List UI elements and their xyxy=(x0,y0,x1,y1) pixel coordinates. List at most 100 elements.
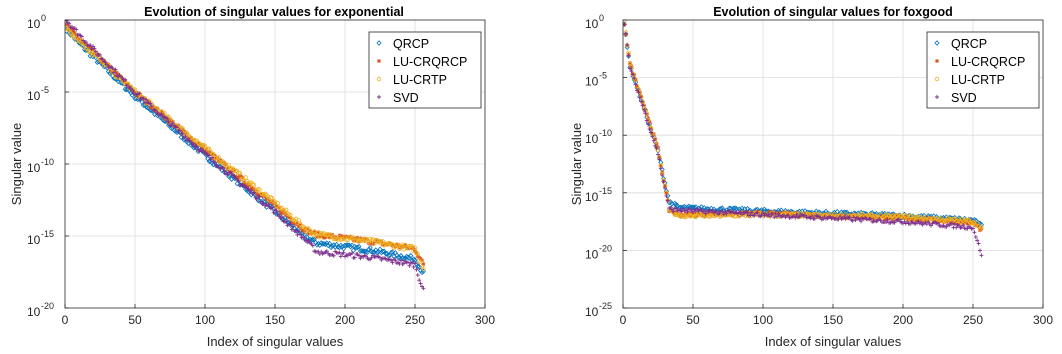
data-point xyxy=(112,70,116,75)
x-tick-label: 200 xyxy=(893,313,913,327)
y-tick-label: 10 -20 xyxy=(27,301,54,319)
y-tick-base: 10 xyxy=(27,17,41,31)
data-point xyxy=(180,131,185,136)
data-point xyxy=(89,46,94,51)
data-point xyxy=(685,209,690,214)
y-tick-base: 10 xyxy=(27,305,41,319)
data-point xyxy=(691,209,695,214)
data-point xyxy=(419,269,425,276)
legend-label: LU-CRTP xyxy=(951,73,1005,87)
data-point xyxy=(850,218,855,223)
data-point xyxy=(793,213,798,218)
data-point xyxy=(257,194,262,199)
data-point xyxy=(628,66,632,71)
y-tick-exponent: -10 xyxy=(599,128,612,138)
data-point xyxy=(84,40,88,45)
legend-item: SVD xyxy=(935,91,977,105)
data-point xyxy=(198,146,203,151)
data-point xyxy=(859,219,863,224)
data-point xyxy=(207,153,212,158)
plot-frame xyxy=(622,19,1044,309)
data-point xyxy=(237,171,243,176)
data-point xyxy=(337,250,342,255)
data-point xyxy=(322,235,326,240)
y-tick-exponent: -15 xyxy=(599,186,612,196)
legend-marker xyxy=(935,59,939,63)
data-point xyxy=(651,138,656,143)
data-point xyxy=(675,210,680,215)
x-tick-label: 50 xyxy=(686,313,700,327)
legend-label: QRCP xyxy=(951,37,987,51)
data-point xyxy=(315,235,319,240)
data-point xyxy=(952,222,957,227)
data-point xyxy=(130,87,135,92)
data-point xyxy=(640,103,645,108)
data-point xyxy=(380,239,385,244)
data-point xyxy=(401,244,406,249)
data-point xyxy=(660,173,665,178)
y-tick-base: 10 xyxy=(585,305,599,319)
data-point xyxy=(148,105,153,110)
y-tick-label: 10 -15 xyxy=(27,229,54,247)
data-point xyxy=(413,261,417,266)
data-point xyxy=(348,243,354,250)
data-point xyxy=(298,223,303,228)
data-point xyxy=(412,245,418,250)
x-tick-label: 250 xyxy=(405,313,425,327)
data-point xyxy=(415,273,420,278)
data-point xyxy=(212,160,217,165)
data-point xyxy=(98,52,102,57)
y-tick-base: 10 xyxy=(27,161,41,175)
data-point xyxy=(777,210,782,215)
legend-marker xyxy=(934,76,940,82)
data-point xyxy=(369,255,374,260)
data-point xyxy=(325,242,331,249)
data-point xyxy=(306,231,311,236)
plot-frame xyxy=(64,19,486,309)
data-point xyxy=(159,109,164,114)
data-point xyxy=(724,211,729,216)
data-point xyxy=(421,266,426,271)
data-point xyxy=(714,209,719,214)
data-point xyxy=(291,224,296,229)
y-tick-label: 10 0 xyxy=(27,13,46,31)
data-point xyxy=(916,219,921,224)
y-tick-exponent: 0 xyxy=(599,13,604,23)
data-point xyxy=(306,238,311,243)
data-point xyxy=(407,263,412,268)
data-point xyxy=(175,125,179,130)
data-point xyxy=(775,214,779,219)
x-tick-label: 200 xyxy=(335,313,355,327)
legend-marker xyxy=(377,95,381,99)
data-point xyxy=(349,242,355,249)
data-point xyxy=(965,221,970,226)
data-point xyxy=(363,248,369,255)
data-point xyxy=(123,77,128,82)
data-point xyxy=(773,211,778,216)
legend-item: SVD xyxy=(377,91,419,105)
data-point xyxy=(355,244,361,251)
data-point xyxy=(653,143,658,148)
legend: QRCP LU-CRQRCP LU-CRTP SVD xyxy=(926,31,1040,109)
data-point xyxy=(310,243,315,248)
data-point xyxy=(623,31,628,36)
data-point xyxy=(72,31,77,36)
data-point xyxy=(407,243,412,249)
data-point xyxy=(189,140,193,145)
data-point xyxy=(972,230,977,235)
y-tick-label: 10 -10 xyxy=(585,128,612,146)
data-point xyxy=(345,242,351,248)
data-point xyxy=(112,68,116,73)
data-point xyxy=(653,137,658,142)
data-point xyxy=(221,166,226,171)
data-point xyxy=(202,143,208,149)
data-point xyxy=(629,69,634,74)
data-point xyxy=(810,214,814,219)
y-tick-label: 10 -5 xyxy=(585,71,607,89)
legend-item: LU-CRTP xyxy=(934,73,1005,87)
data-point xyxy=(976,224,981,229)
y-tick-base: 10 xyxy=(585,190,599,204)
data-point xyxy=(632,76,637,81)
data-point xyxy=(768,214,772,219)
data-point xyxy=(284,207,289,213)
